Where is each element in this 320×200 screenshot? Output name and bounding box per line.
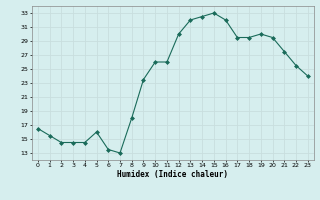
X-axis label: Humidex (Indice chaleur): Humidex (Indice chaleur) (117, 170, 228, 179)
